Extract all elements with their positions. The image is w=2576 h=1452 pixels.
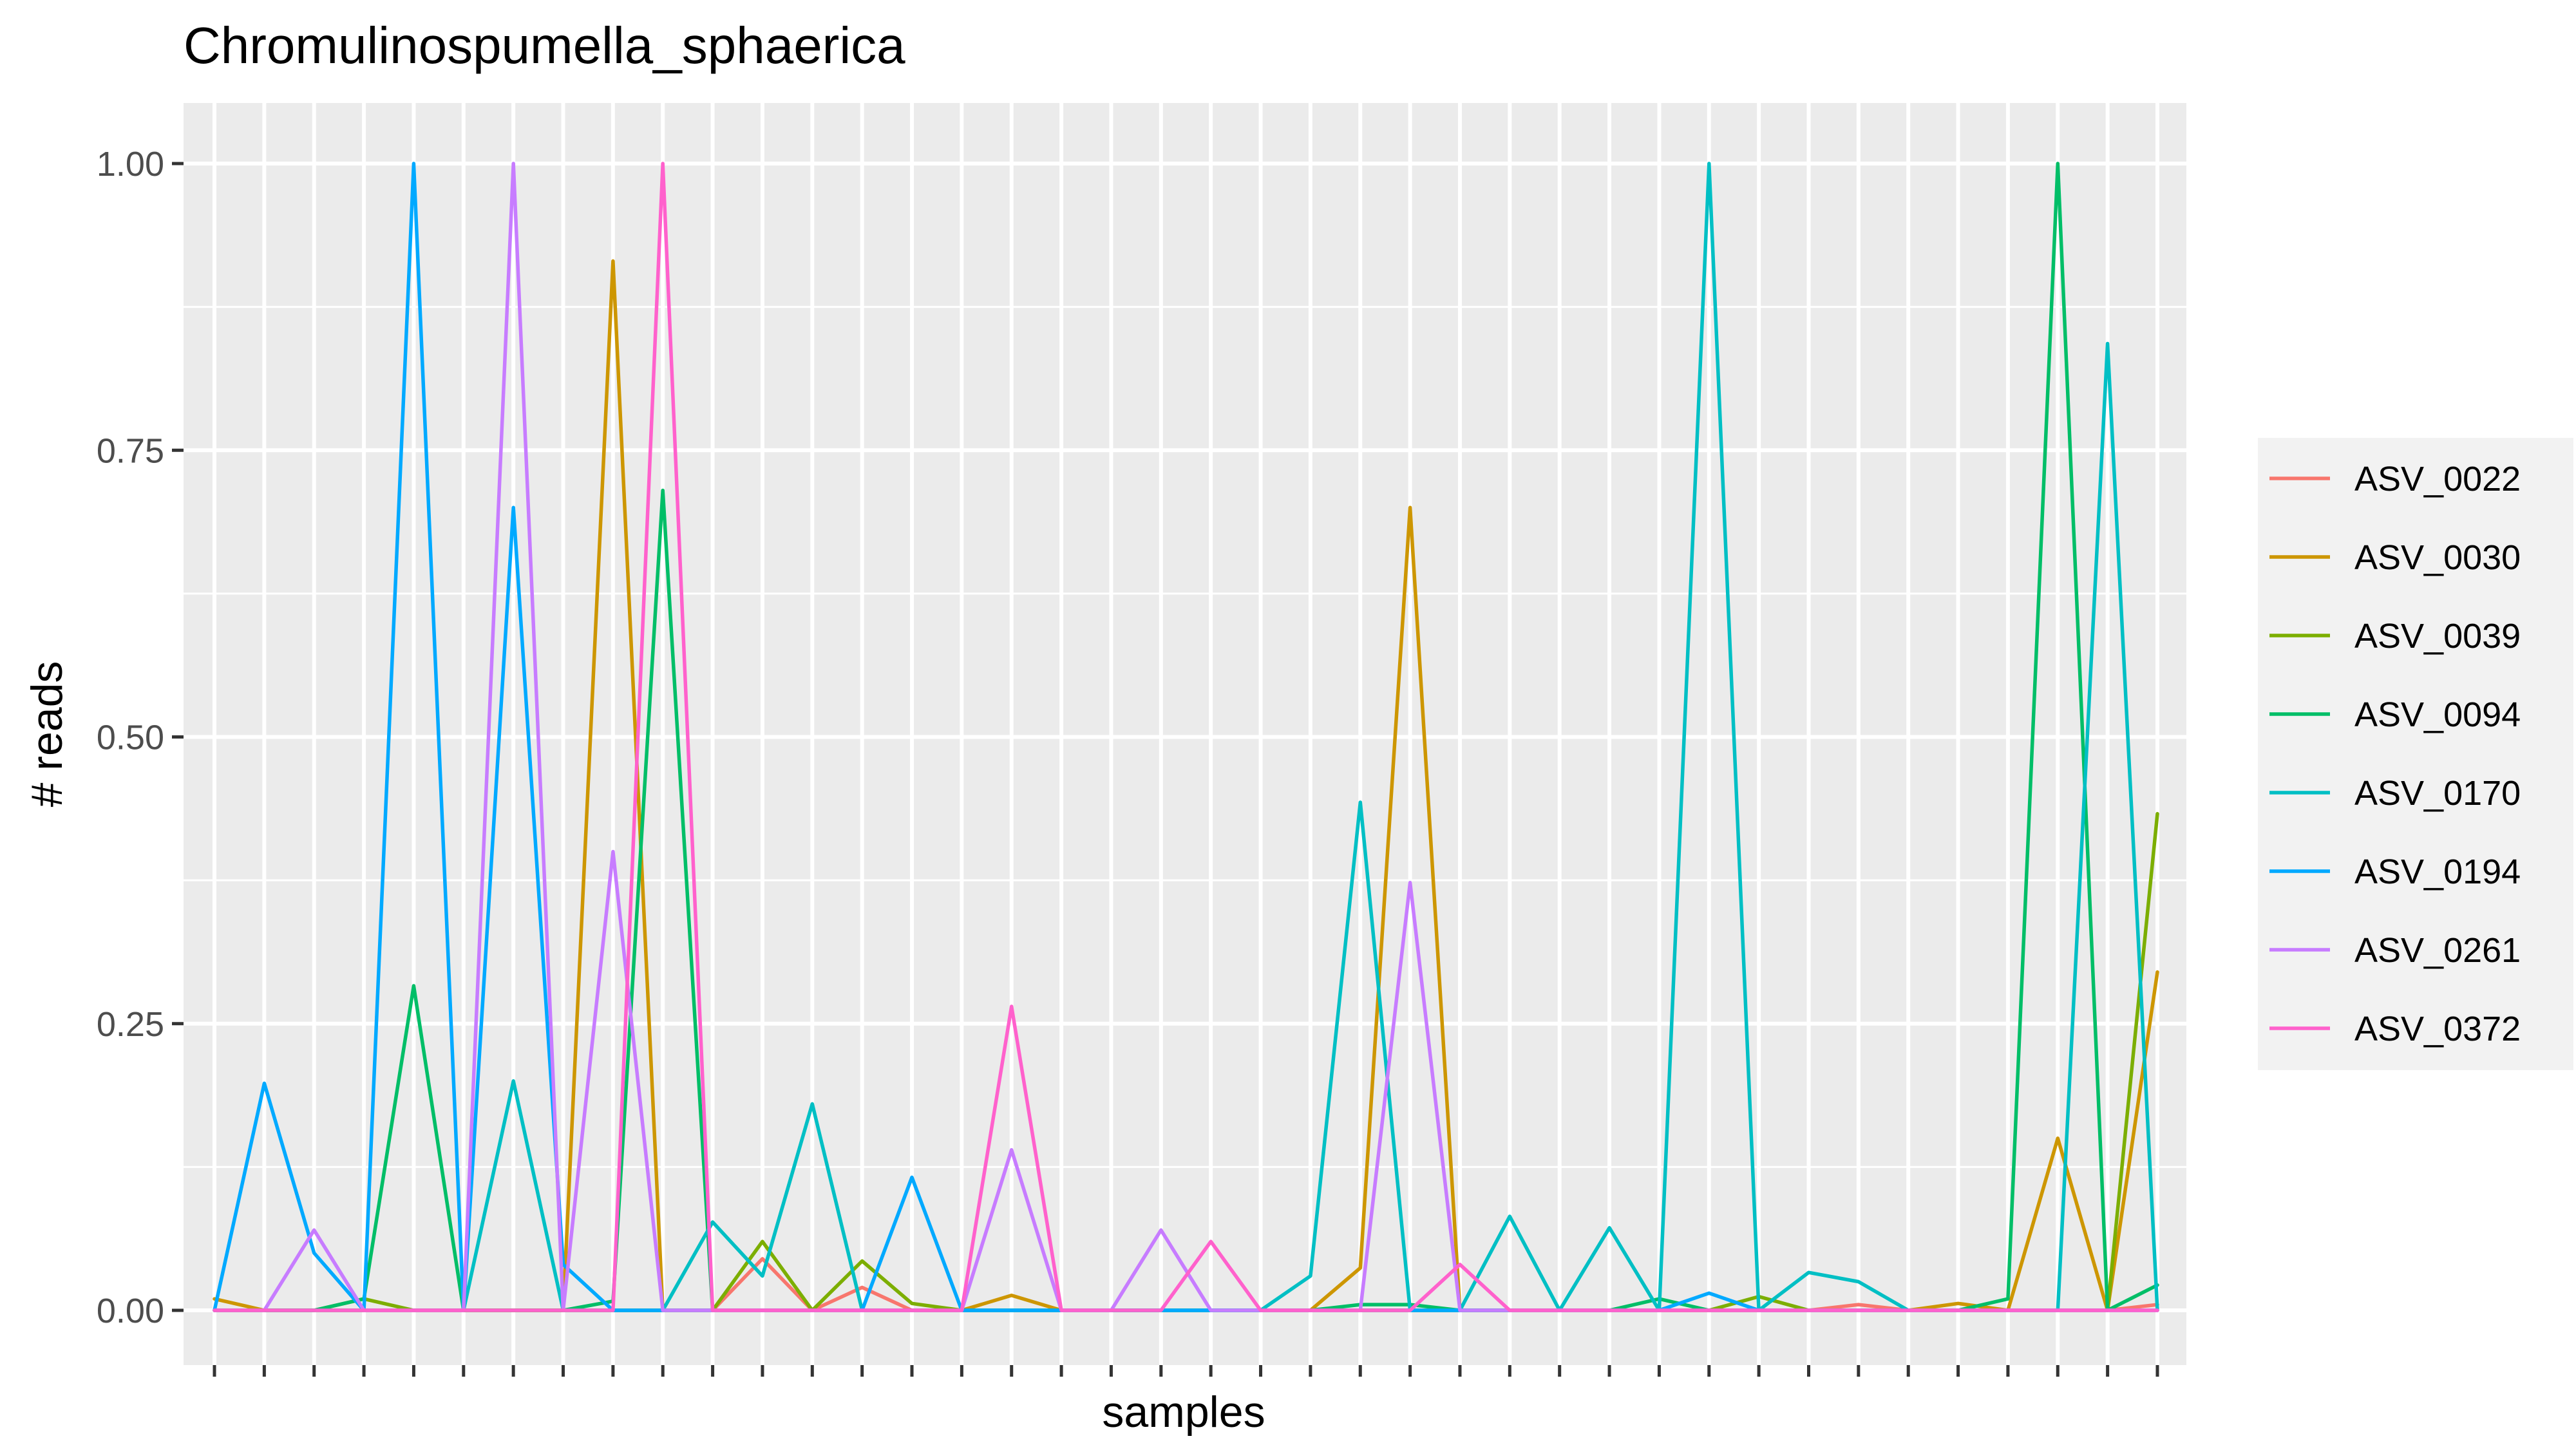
y-tick-label: 1.00	[97, 145, 164, 184]
y-axis-title: # reads	[23, 661, 71, 807]
x-axis	[213, 1365, 2159, 1377]
legend-label: ASV_0261	[2354, 931, 2521, 970]
panel-background	[184, 103, 2186, 1365]
chart-title: Chromulinospumella_sphaerica	[184, 17, 905, 74]
legend: ASV_0022 ASV_0030 ASV_0039 ASV_0094 ASV_0170…	[2258, 438, 2573, 1070]
series-line-asv-0372	[213, 162, 2159, 1312]
legend-label: ASV_0194	[2354, 853, 2521, 891]
y-tick-label: 0.25	[97, 1005, 164, 1044]
y-axis: 0.00 0.25 0.50 0.75 1.00	[97, 145, 184, 1330]
x-axis-title: samples	[1102, 1388, 1265, 1437]
y-tick-label: 0.50	[97, 719, 164, 757]
y-tick-label: 0.00	[97, 1292, 164, 1330]
legend-label: ASV_0372	[2354, 1010, 2521, 1048]
plot-panel	[184, 103, 2186, 1365]
legend-label: ASV_0030	[2354, 538, 2521, 577]
legend-label: ASV_0170	[2354, 774, 2521, 813]
legend-label: ASV_0039	[2354, 617, 2521, 655]
legend-label: ASV_0094	[2354, 695, 2521, 734]
legend-label: ASV_0022	[2354, 460, 2521, 498]
y-tick-label: 0.75	[97, 431, 164, 470]
